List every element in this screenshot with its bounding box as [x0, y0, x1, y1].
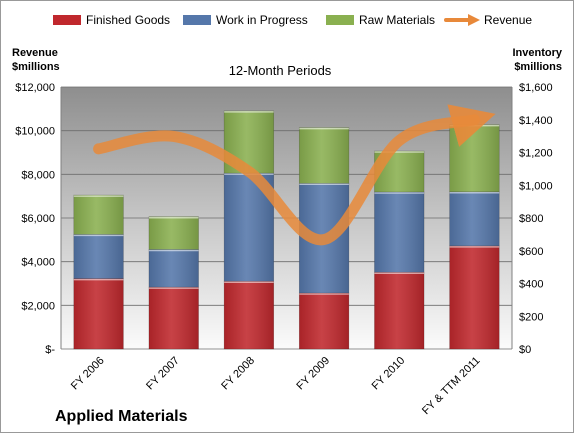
- legend-label-revenue: Revenue: [484, 13, 532, 27]
- right-tick-label: $1,000: [519, 180, 553, 192]
- left-tick-label: $12,000: [15, 82, 55, 94]
- legend-swatch-work-in-progress: [183, 15, 211, 25]
- right-tick-label: $1,200: [519, 148, 553, 160]
- right-tick-label: $400: [519, 279, 543, 291]
- bar-shade-raw-materials: [449, 124, 500, 192]
- left-tick-label: $2,000: [21, 300, 55, 312]
- left-axis: $- $2,000 $4,000 $6,000 $8,000 $10,000 $12,000: [15, 82, 55, 356]
- bar-shade-raw-materials: [299, 127, 349, 184]
- gridlines: [60, 86, 513, 350]
- left-tick-label: $4,000: [21, 257, 55, 269]
- right-tick-label: $0: [519, 344, 531, 356]
- left-tick-label: $-: [45, 344, 55, 356]
- left-axis-title-line2: $millions: [12, 61, 60, 73]
- right-tick-label: $800: [519, 213, 543, 225]
- bar-shade-work-in-progress: [73, 234, 124, 279]
- legend-swatch-raw-materials: [326, 15, 354, 25]
- bar-shade-finished-goods: [224, 281, 274, 349]
- bar-shade-work-in-progress: [449, 191, 500, 246]
- bar-shade-raw-materials: [148, 216, 199, 250]
- revenue-line: [93, 104, 496, 246]
- right-tick-label: $1,400: [519, 115, 553, 127]
- right-tick-label: $1,600: [519, 82, 553, 94]
- legend-label-work-in-progress: Work in Progress: [216, 13, 308, 27]
- right-tick-label: $600: [519, 246, 543, 258]
- bar-shade-work-in-progress: [374, 191, 425, 273]
- right-axis-title-line1: Inventory: [512, 47, 562, 59]
- legend-label-finished-goods: Finished Goods: [86, 13, 170, 27]
- right-tick-label: $200: [519, 311, 543, 323]
- bar-shade-finished-goods: [148, 287, 199, 349]
- bar-shade-finished-goods: [73, 278, 124, 349]
- bars: [73, 110, 500, 350]
- bar-shade-finished-goods: [299, 292, 349, 349]
- left-tick-label: $10,000: [15, 126, 55, 138]
- bar-shade-finished-goods: [449, 245, 500, 349]
- left-tick-label: $8,000: [21, 169, 55, 181]
- left-axis-title-line1: Revenue: [12, 47, 58, 59]
- legend-arrow-revenue: [468, 14, 480, 26]
- legend: Finished Goods Work in Progress Raw Mate…: [53, 13, 532, 27]
- bar-shade-raw-materials: [73, 195, 124, 235]
- right-axis: $0 $200 $400 $600 $800 $1,000 $1,200 $1,400 $1,6…: [519, 82, 553, 356]
- legend-swatch-finished-goods: [53, 15, 81, 25]
- left-tick-label: $6,000: [21, 213, 55, 225]
- bar-shade-finished-goods: [374, 272, 425, 349]
- company-name: Applied Materials: [55, 408, 188, 425]
- legend-label-raw-materials: Raw Materials: [359, 13, 435, 27]
- bar-shade-work-in-progress: [148, 249, 199, 288]
- revenue-line-layer: [93, 104, 496, 246]
- chart-subtitle: 12-Month Periods: [229, 63, 332, 78]
- right-axis-title-line2: $millions: [514, 61, 562, 73]
